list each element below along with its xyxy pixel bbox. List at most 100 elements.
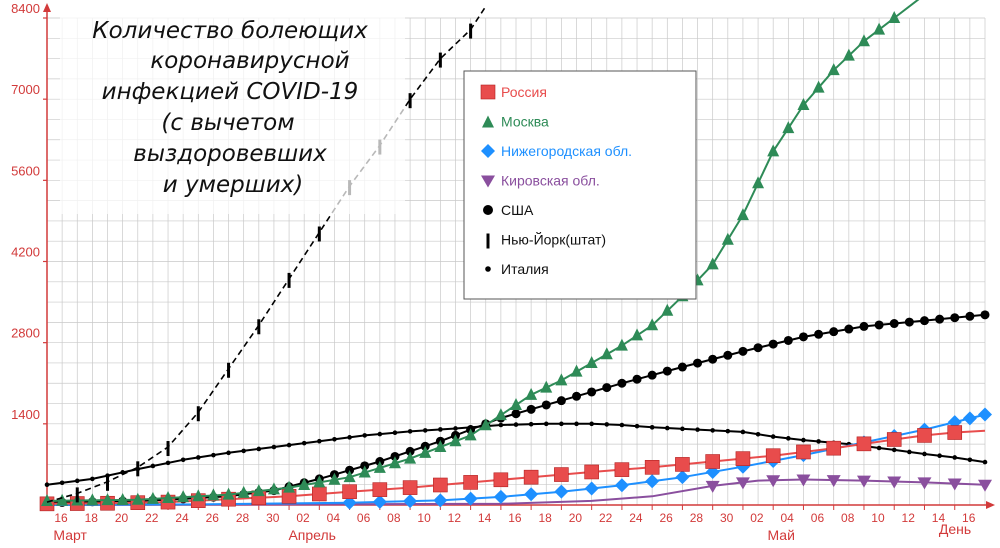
title-line: выздоровевших xyxy=(133,141,327,167)
data-point xyxy=(362,433,368,438)
x-tick-label: 16 xyxy=(54,511,68,525)
chart-title: Количество болеющих коронавирусной инфекци… xyxy=(60,8,405,214)
data-point xyxy=(241,448,246,454)
data-point xyxy=(464,428,477,441)
data-point xyxy=(494,408,507,421)
data-point xyxy=(438,52,442,68)
data-point xyxy=(298,477,311,490)
data-point xyxy=(526,404,536,414)
data-point xyxy=(146,491,159,504)
data-point xyxy=(782,121,795,134)
data-point xyxy=(408,93,412,109)
data-point xyxy=(634,423,640,429)
y-tick-label: 5600 xyxy=(11,163,40,178)
data-point xyxy=(434,440,447,453)
data-point xyxy=(449,434,462,447)
data-point xyxy=(766,475,781,488)
data-point xyxy=(752,176,765,189)
data-point xyxy=(195,455,201,460)
y-tick-label: 4200 xyxy=(11,245,40,260)
title-line: инфекцией COVID-19 xyxy=(102,79,359,105)
x-tick-label: 16 xyxy=(508,511,522,525)
legend-label: Москва xyxy=(501,114,549,130)
data-point xyxy=(708,354,718,364)
data-point xyxy=(857,34,870,47)
data-point xyxy=(796,444,811,460)
data-point xyxy=(402,480,418,495)
data-point xyxy=(710,428,715,433)
data-point xyxy=(404,451,417,464)
data-point xyxy=(388,456,401,469)
data-point xyxy=(856,436,872,452)
data-point xyxy=(725,428,731,434)
data-point xyxy=(856,475,871,488)
data-point xyxy=(347,435,352,440)
series-layer xyxy=(39,0,992,512)
data-point xyxy=(283,480,296,493)
data-point xyxy=(463,475,478,490)
data-point xyxy=(829,327,839,337)
data-point xyxy=(797,97,810,110)
x-tick-label: 30 xyxy=(266,511,280,525)
legend-item: Нижегородская обл. xyxy=(481,143,632,159)
data-point xyxy=(556,396,566,406)
data-point xyxy=(150,463,156,469)
data-point xyxy=(706,257,719,270)
month-label: Март xyxy=(53,527,87,543)
data-point xyxy=(438,427,443,432)
x-tick-label: 26 xyxy=(659,511,673,525)
data-point xyxy=(511,409,521,419)
data-point xyxy=(226,450,231,456)
data-point xyxy=(207,488,220,501)
x-tick-label: 04 xyxy=(327,511,341,525)
y-tick-label: 2800 xyxy=(11,326,40,341)
data-point xyxy=(826,475,841,488)
data-point xyxy=(644,460,660,475)
data-point xyxy=(237,485,250,498)
data-point xyxy=(937,453,942,459)
data-point xyxy=(887,476,902,489)
data-point xyxy=(192,489,205,502)
data-point xyxy=(313,475,326,488)
data-point xyxy=(312,486,327,502)
data-point xyxy=(675,457,690,472)
data-point xyxy=(317,226,321,242)
x-tick-label: 16 xyxy=(962,511,976,525)
data-point xyxy=(705,480,720,493)
data-point xyxy=(740,429,746,435)
month-label: Апрель xyxy=(288,527,336,543)
data-point xyxy=(889,319,899,329)
series-3 xyxy=(46,474,992,506)
data-point xyxy=(680,426,685,432)
data-point xyxy=(786,436,791,441)
x-tick-label: 04 xyxy=(781,511,795,525)
data-point xyxy=(59,480,65,486)
legend-item: Россия xyxy=(480,84,547,100)
data-point xyxy=(812,80,825,93)
data-point xyxy=(801,437,806,443)
data-point xyxy=(75,487,79,503)
y-tick-label: 8400 xyxy=(11,1,40,16)
x-tick-label: 22 xyxy=(599,511,613,525)
legend-label: Италия xyxy=(501,261,549,277)
data-point xyxy=(935,314,945,324)
data-point xyxy=(524,487,539,502)
legend: Россия Москва Нижегородская обл. Кировская … xyxy=(463,70,697,300)
data-point xyxy=(844,324,854,334)
data-point xyxy=(574,421,579,427)
x-axis-label: День xyxy=(939,521,971,537)
data-point xyxy=(814,329,824,339)
legend-marker xyxy=(485,266,491,272)
x-tick-label: 06 xyxy=(811,511,825,525)
data-point xyxy=(842,48,855,61)
data-point xyxy=(600,347,613,360)
x-tick-label: 30 xyxy=(720,511,734,525)
data-point xyxy=(947,478,962,491)
data-point xyxy=(891,447,897,453)
data-point xyxy=(358,465,371,478)
data-point xyxy=(753,343,763,353)
data-point xyxy=(342,495,357,510)
data-point xyxy=(180,457,186,463)
data-point xyxy=(632,374,642,384)
